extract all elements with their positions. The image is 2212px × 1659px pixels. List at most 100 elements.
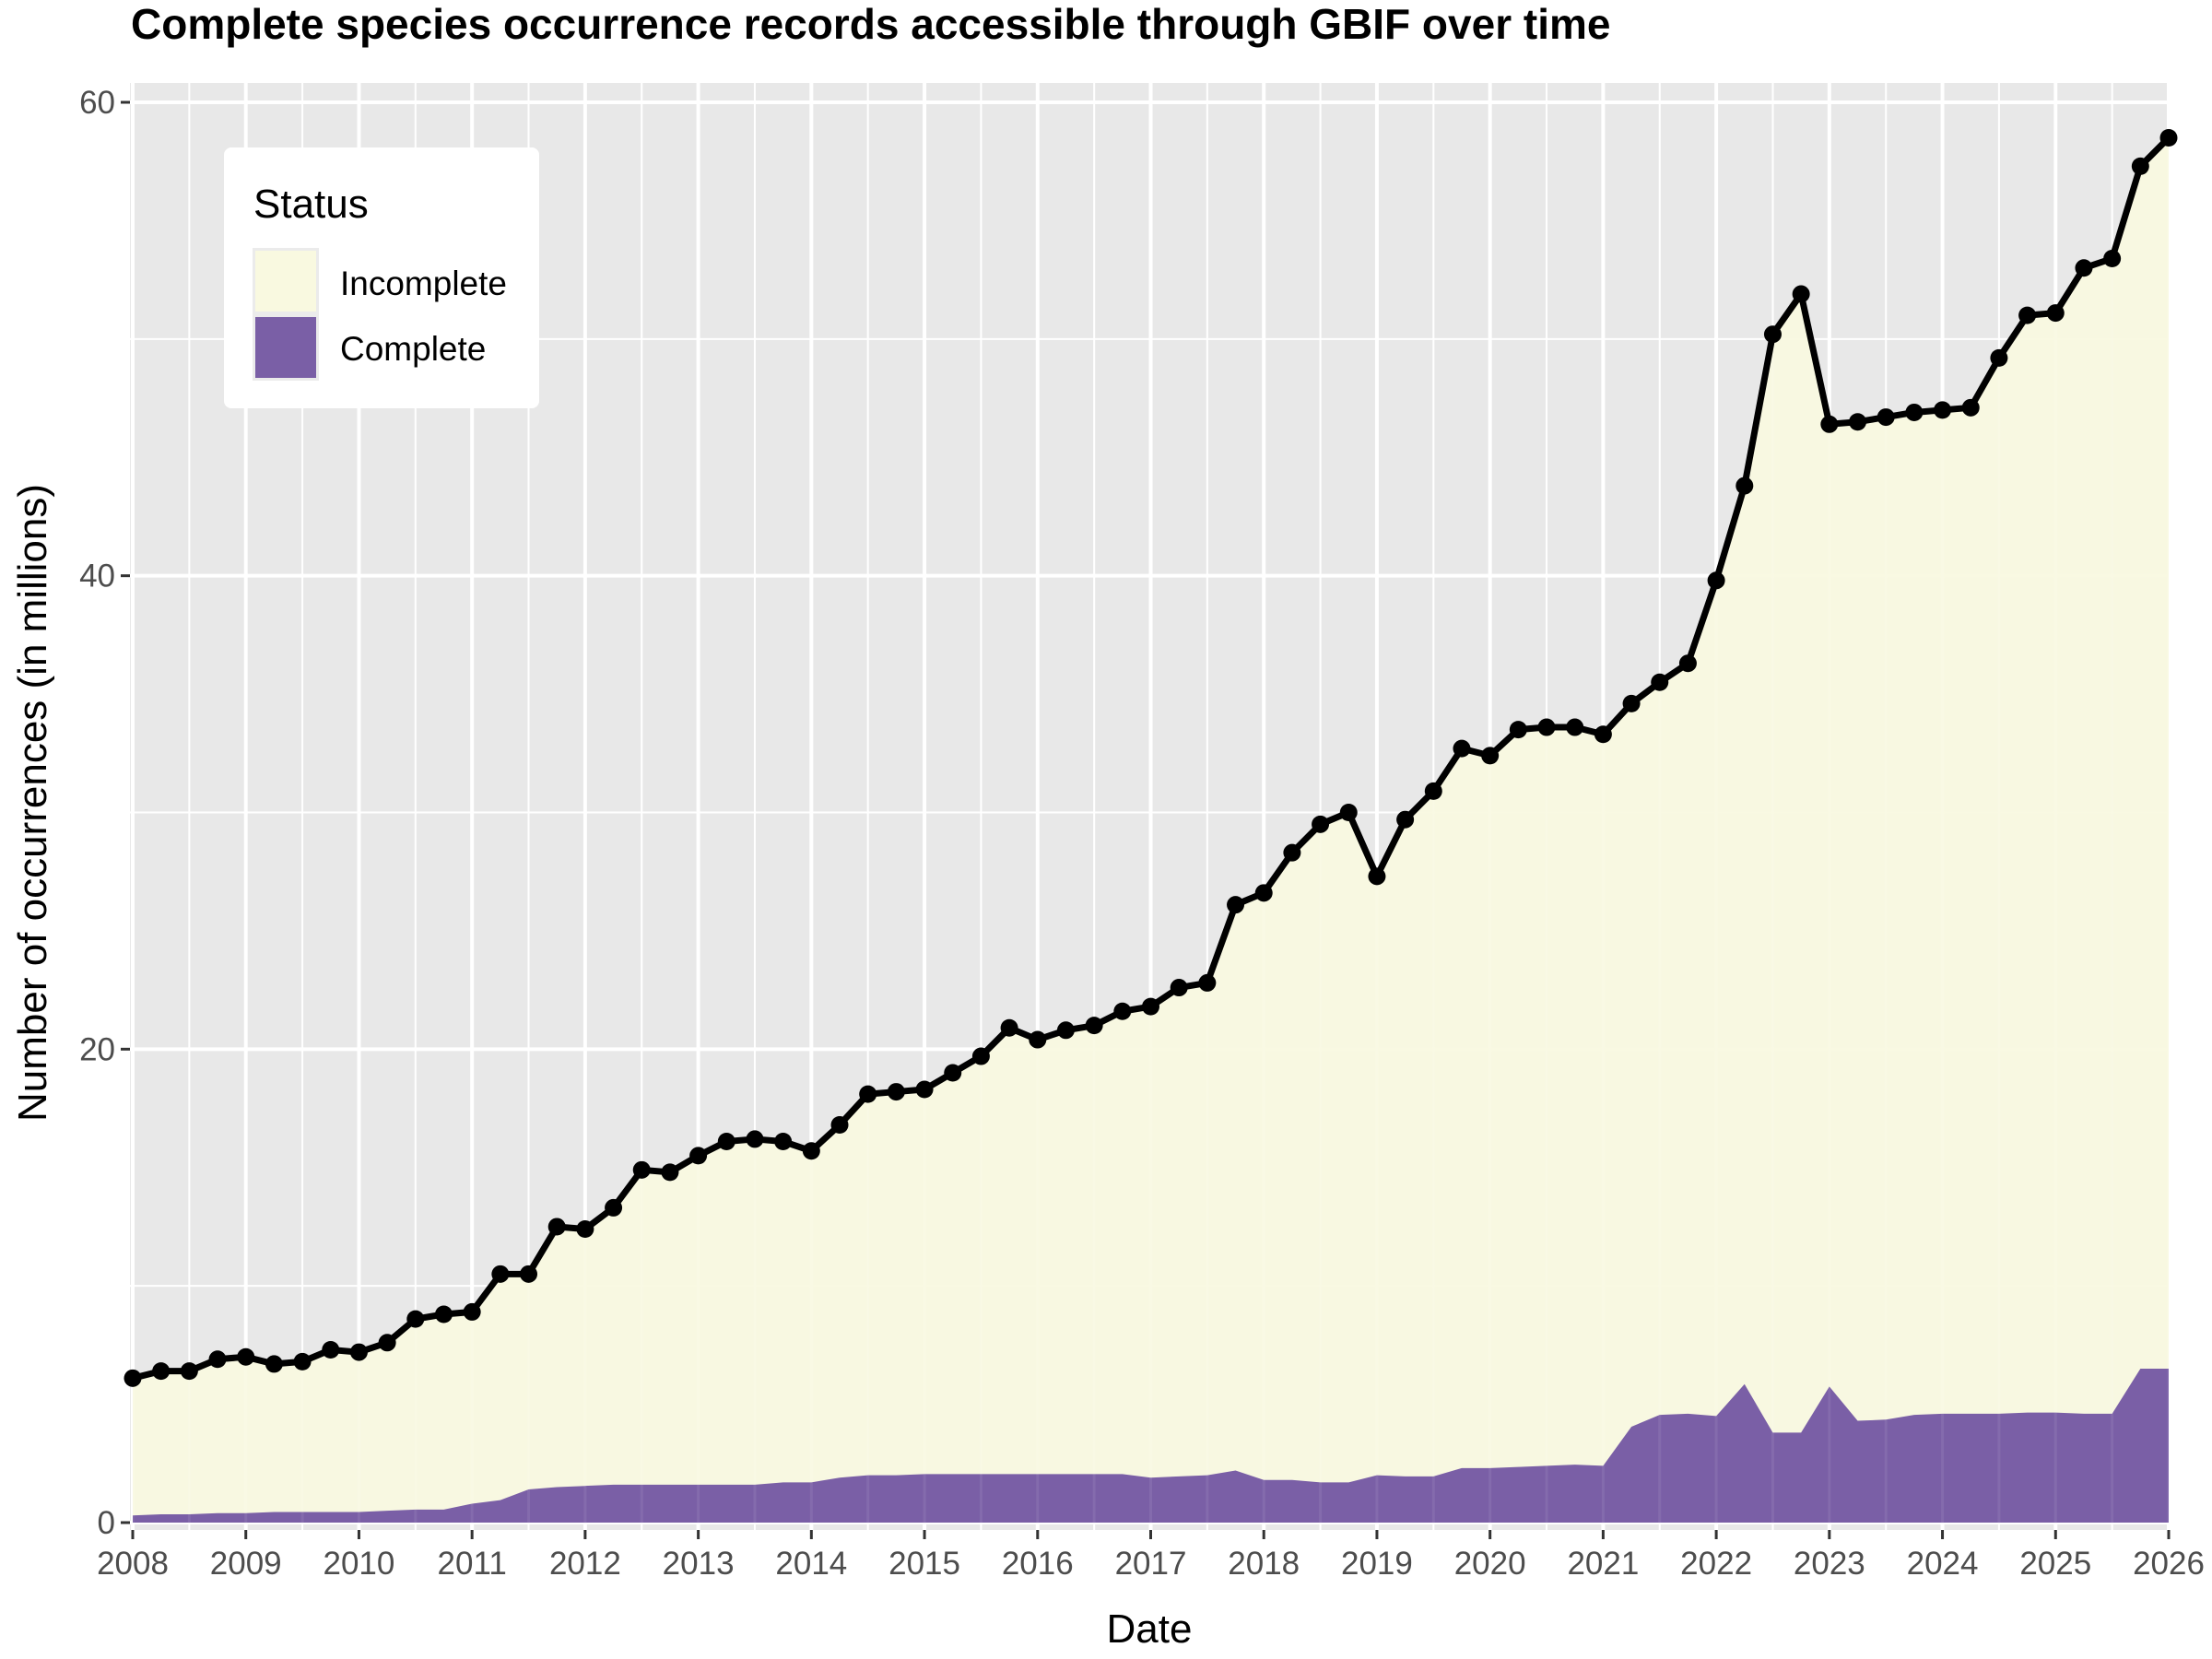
data-point xyxy=(1142,997,1159,1016)
data-point xyxy=(1453,739,1471,758)
x-tick-label: 2010 xyxy=(324,1546,395,1582)
data-point xyxy=(1254,884,1273,902)
legend-swatch-complete xyxy=(255,317,316,378)
x-tick-label: 2014 xyxy=(775,1546,847,1582)
y-tick-label: 40 xyxy=(79,559,115,594)
legend-title: Status xyxy=(253,182,369,227)
data-point xyxy=(124,1369,142,1387)
data-point xyxy=(1312,815,1330,833)
x-tick-label: 2008 xyxy=(97,1546,169,1582)
x-tick-label: 2015 xyxy=(888,1546,960,1582)
data-point xyxy=(322,1341,340,1359)
data-point xyxy=(1085,1017,1103,1035)
data-point xyxy=(152,1362,171,1381)
data-point xyxy=(661,1163,679,1182)
x-tick-label: 2017 xyxy=(1115,1546,1187,1582)
data-point xyxy=(1198,973,1217,992)
data-point xyxy=(746,1130,764,1148)
x-tick-label: 2018 xyxy=(1228,1546,1300,1582)
data-point xyxy=(971,1047,990,1065)
data-point xyxy=(463,1302,481,1321)
x-tick-label: 2024 xyxy=(1907,1546,1979,1582)
y-tick-label: 0 xyxy=(98,1505,115,1541)
data-point xyxy=(1537,718,1556,736)
data-point xyxy=(1820,415,1839,433)
y-axis: 0 20 40 60 xyxy=(79,85,130,1541)
data-point xyxy=(2046,304,2065,323)
data-point xyxy=(1735,477,1754,495)
data-point xyxy=(491,1265,510,1283)
data-point xyxy=(1396,810,1415,829)
data-point xyxy=(1763,325,1782,344)
data-point xyxy=(1509,721,1527,739)
x-tick-label: 2013 xyxy=(663,1546,735,1582)
data-point xyxy=(180,1362,198,1381)
data-point xyxy=(1707,571,1725,590)
data-point xyxy=(1000,1018,1018,1037)
data-point xyxy=(576,1220,594,1239)
data-point xyxy=(1651,673,1669,691)
data-point xyxy=(208,1350,227,1369)
data-point xyxy=(1594,725,1612,744)
data-point xyxy=(1029,1030,1047,1049)
data-point xyxy=(1227,896,1245,914)
data-point xyxy=(1170,979,1188,997)
data-point xyxy=(1481,747,1500,765)
data-point xyxy=(830,1116,849,1135)
data-point xyxy=(1056,1021,1075,1040)
data-point xyxy=(293,1352,312,1371)
data-point xyxy=(2159,129,2178,147)
legend-label-incomplete[interactable]: Incomplete xyxy=(340,265,507,302)
total-points xyxy=(124,129,2178,1387)
x-tick-label: 2021 xyxy=(1567,1546,1639,1582)
data-point xyxy=(1678,654,1697,673)
x-tick-label: 2011 xyxy=(438,1546,507,1582)
data-point xyxy=(1339,804,1358,821)
data-point xyxy=(237,1347,255,1366)
data-point xyxy=(1905,403,1924,421)
data-point xyxy=(1283,843,1301,862)
data-point xyxy=(632,1160,651,1179)
chart-title: Complete species occurrence records acce… xyxy=(131,0,1610,48)
x-tick-label: 2023 xyxy=(1794,1546,1865,1582)
data-point xyxy=(378,1334,396,1352)
x-tick-label: 2012 xyxy=(549,1546,621,1582)
data-point xyxy=(265,1355,283,1373)
legend-label-complete[interactable]: Complete xyxy=(340,330,486,368)
x-tick-label: 2026 xyxy=(2133,1546,2205,1582)
data-point xyxy=(1113,1002,1132,1020)
x-axis: 2008 2009 2010 2011 2012 2013 2014 2015 2016 2017… xyxy=(97,1530,2205,1582)
data-point xyxy=(915,1080,934,1099)
y-axis-title: Number of occurrences (in millions) xyxy=(10,484,55,1122)
x-axis-title: Date xyxy=(1107,1606,1193,1652)
y-tick-label: 20 xyxy=(79,1031,115,1067)
data-point xyxy=(944,1064,962,1082)
data-point xyxy=(2018,306,2037,324)
x-tick-label: 2009 xyxy=(210,1546,282,1582)
data-point xyxy=(1961,398,1980,417)
data-point xyxy=(1566,718,1584,736)
x-tick-label: 2016 xyxy=(1002,1546,1074,1582)
data-point xyxy=(802,1142,820,1160)
legend-swatch-incomplete xyxy=(255,251,316,312)
y-tick-label: 60 xyxy=(79,85,115,121)
legend: Status Incomplete Complete xyxy=(224,147,539,408)
area-complete xyxy=(133,1369,2169,1523)
data-point xyxy=(2103,250,2122,268)
data-point xyxy=(1622,694,1641,712)
x-tick-label: 2020 xyxy=(1454,1546,1526,1582)
x-tick-label: 2025 xyxy=(2019,1546,2091,1582)
data-point xyxy=(1877,408,1895,427)
data-point xyxy=(406,1310,425,1328)
data-point xyxy=(520,1265,538,1283)
data-point xyxy=(2131,157,2149,175)
data-point xyxy=(1990,348,2008,367)
data-point xyxy=(689,1147,708,1165)
data-point xyxy=(859,1085,877,1103)
data-point xyxy=(1849,413,1867,431)
grid-overlay xyxy=(131,83,2171,1530)
data-point xyxy=(547,1218,566,1236)
data-point xyxy=(349,1343,368,1361)
data-point xyxy=(774,1132,793,1150)
data-point xyxy=(1792,285,1810,303)
